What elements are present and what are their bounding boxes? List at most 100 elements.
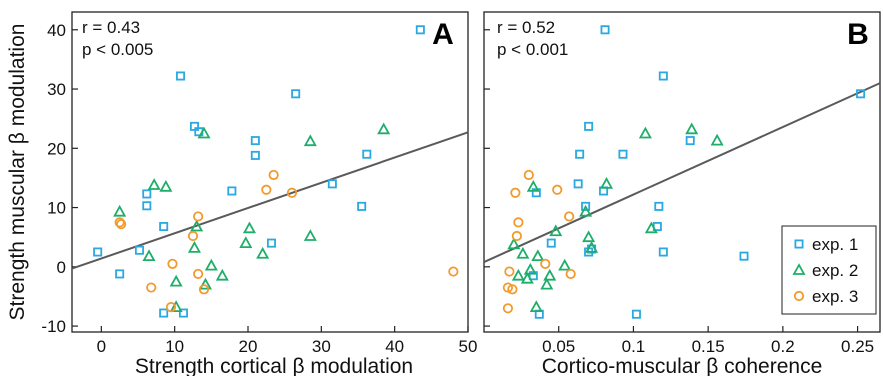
point-exp-2: [303, 229, 317, 241]
panel-b: 0.05 0.1 0.15 0.2 0.25 r = 0.52 p < 0.001 B …: [483, 11, 881, 376]
legend-label-exp-1: exp. 1: [812, 235, 858, 254]
point-exp-3: [510, 187, 521, 198]
panel-b-label: B: [847, 18, 869, 51]
panel-a-points: [93, 25, 459, 318]
point-exp-2: [147, 178, 161, 190]
point-exp-2: [526, 179, 540, 192]
point-exp-3: [187, 230, 199, 242]
point-exp-2: [377, 122, 391, 135]
point-exp-2: [198, 277, 212, 290]
point-exp-2: [159, 179, 173, 192]
point-exp-2: [169, 300, 183, 313]
point-exp-2: [242, 221, 256, 234]
point-exp-2: [215, 268, 229, 281]
point-exp-1: [573, 179, 583, 189]
point-exp-1: [856, 89, 866, 99]
point-exp-3: [513, 217, 524, 228]
x-tick-label: 0.1: [622, 337, 646, 356]
point-exp-3: [268, 169, 279, 181]
point-exp-1: [658, 71, 668, 81]
point-exp-3: [261, 184, 272, 195]
panel-a-fit-line-group: [71, 131, 469, 270]
x-tick-label: 10: [165, 337, 184, 356]
x-tick-label: 30: [312, 337, 331, 356]
point-exp-3: [504, 266, 515, 277]
point-exp-1: [159, 308, 169, 318]
point-exp-2: [516, 246, 530, 259]
point-exp-2: [507, 237, 521, 250]
point-exp-1: [618, 149, 628, 159]
panel-a-y-axis-label: Strength muscular β modulation: [6, 24, 29, 321]
point-exp-2: [638, 126, 652, 139]
x-tick-label: 20: [239, 337, 258, 356]
point-exp-2: [204, 258, 218, 271]
point-exp-1: [250, 150, 260, 160]
point-exp-2: [113, 204, 127, 217]
panel-b-stat-p: p < 0.001: [497, 40, 568, 59]
x-tick-label: 0.05: [542, 337, 575, 356]
point-exp-3: [511, 230, 522, 242]
x-tick-label: 0.25: [841, 337, 874, 356]
x-tick-label: 0.15: [692, 337, 725, 356]
point-exp-1: [654, 201, 664, 211]
point-exp-1: [600, 25, 610, 35]
panel-b-x-ticks: 0.05 0.1 0.15 0.2 0.25: [542, 326, 874, 356]
point-exp-2: [511, 268, 525, 281]
point-exp-2: [520, 271, 534, 284]
panel-b-fit-line-group: [483, 82, 881, 263]
point-exp-3: [507, 284, 518, 295]
point-exp-1: [291, 89, 301, 99]
point-exp-1: [134, 245, 144, 255]
x-tick-label: 0: [97, 337, 106, 356]
legend: exp. 1 exp. 2 exp. 3: [781, 225, 877, 315]
point-exp-1: [178, 308, 188, 318]
point-exp-3: [165, 302, 177, 313]
y-tick-label: 0: [57, 258, 66, 277]
point-exp-3: [193, 268, 204, 280]
point-exp-2: [558, 258, 572, 271]
point-exp-1: [362, 149, 372, 159]
point-exp-3: [116, 219, 127, 230]
y-tick-label: 20: [47, 139, 66, 158]
point-exp-2: [256, 246, 270, 259]
point-exp-3: [564, 211, 575, 222]
y-tick-label: 10: [47, 199, 66, 218]
point-exp-2: [644, 221, 658, 234]
point-exp-1: [142, 201, 152, 211]
point-exp-1: [528, 271, 538, 281]
point-exp-1: [575, 149, 585, 159]
point-exp-1: [531, 188, 541, 198]
point-exp-3: [502, 303, 514, 314]
panel-a-plot-frame: [71, 11, 469, 333]
point-exp-2: [169, 274, 183, 287]
point-exp-1: [266, 238, 276, 248]
point-exp-2: [710, 133, 724, 146]
x-tick-label: 40: [385, 337, 404, 356]
point-exp-2: [529, 300, 543, 313]
panel-b-y-ticks: [484, 29, 490, 327]
x-tick-label: 50: [459, 337, 478, 356]
point-exp-3: [146, 282, 157, 293]
legend-marker-exp-3: [793, 290, 805, 302]
point-exp-3: [565, 268, 576, 280]
point-exp-2: [142, 249, 156, 262]
point-exp-1: [739, 251, 749, 261]
point-exp-1: [142, 189, 152, 199]
point-exp-1: [115, 269, 125, 279]
point-exp-3: [552, 184, 563, 195]
point-exp-2: [543, 268, 557, 281]
point-exp-2: [523, 262, 537, 275]
point-exp-2: [600, 176, 614, 189]
point-exp-2: [540, 277, 554, 290]
point-exp-1: [93, 247, 103, 257]
point-exp-1: [415, 25, 425, 35]
point-exp-1: [546, 238, 556, 248]
point-exp-1: [159, 222, 169, 232]
regression-line: [71, 131, 469, 270]
panel-a-y-ticks: -10 0 10 20 30 40: [41, 21, 78, 336]
point-exp-1: [658, 247, 668, 257]
point-exp-2: [579, 204, 593, 217]
panel-b-plot-frame: [483, 11, 881, 333]
panel-a-stat-p: p < 0.005: [82, 40, 153, 59]
